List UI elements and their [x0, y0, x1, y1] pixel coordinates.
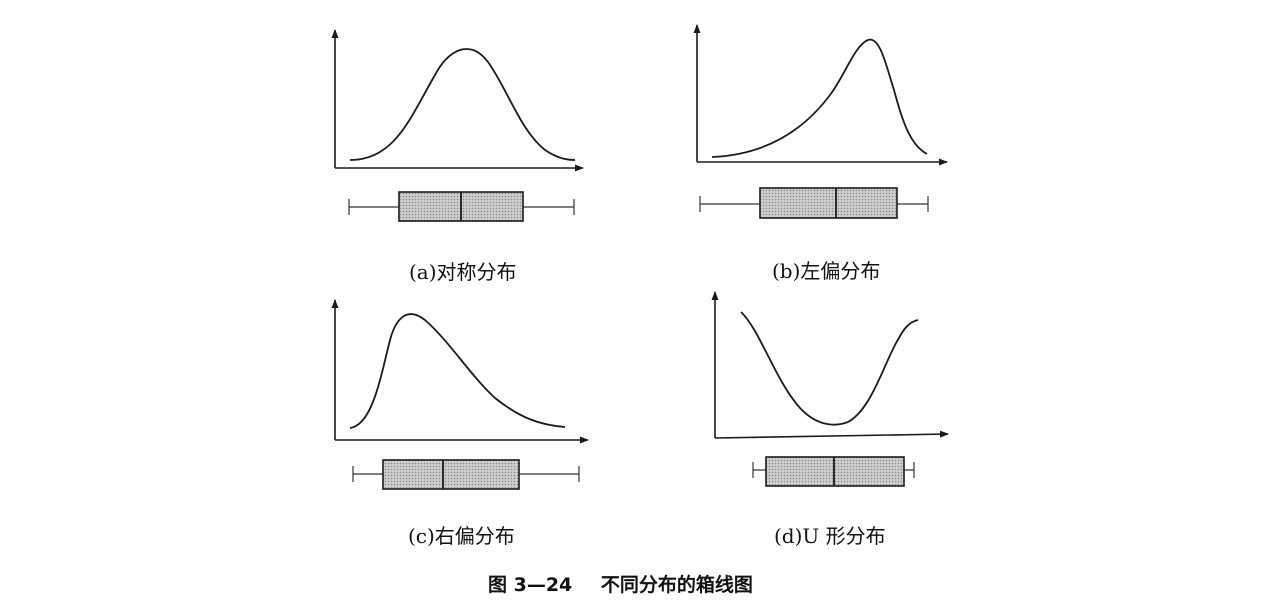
- panel-b: [693, 24, 948, 219]
- box: [759, 187, 898, 219]
- figure-number: 图 3—24: [488, 574, 573, 596]
- x-axis: [714, 430, 949, 439]
- box: [382, 459, 520, 490]
- panel-d: [711, 291, 949, 487]
- density-curve: [349, 48, 576, 161]
- density-curve: [740, 311, 919, 426]
- panel-a: [331, 29, 584, 222]
- panel-b-label: (b)左偏分布: [772, 259, 881, 283]
- figure-title: 不同分布的箱线图: [600, 574, 753, 596]
- panel-a-label: (a)对称分布: [409, 260, 517, 284]
- density-curve: [711, 38, 928, 158]
- panel-c: [331, 299, 589, 490]
- figure-caption: 图 3—24 不同分布的箱线图: [488, 570, 757, 597]
- box: [765, 456, 905, 487]
- density-curve: [349, 313, 566, 429]
- panel-d-label: (d)U 形分布: [774, 524, 886, 548]
- panel-c-label: (c)右偏分布: [408, 524, 515, 548]
